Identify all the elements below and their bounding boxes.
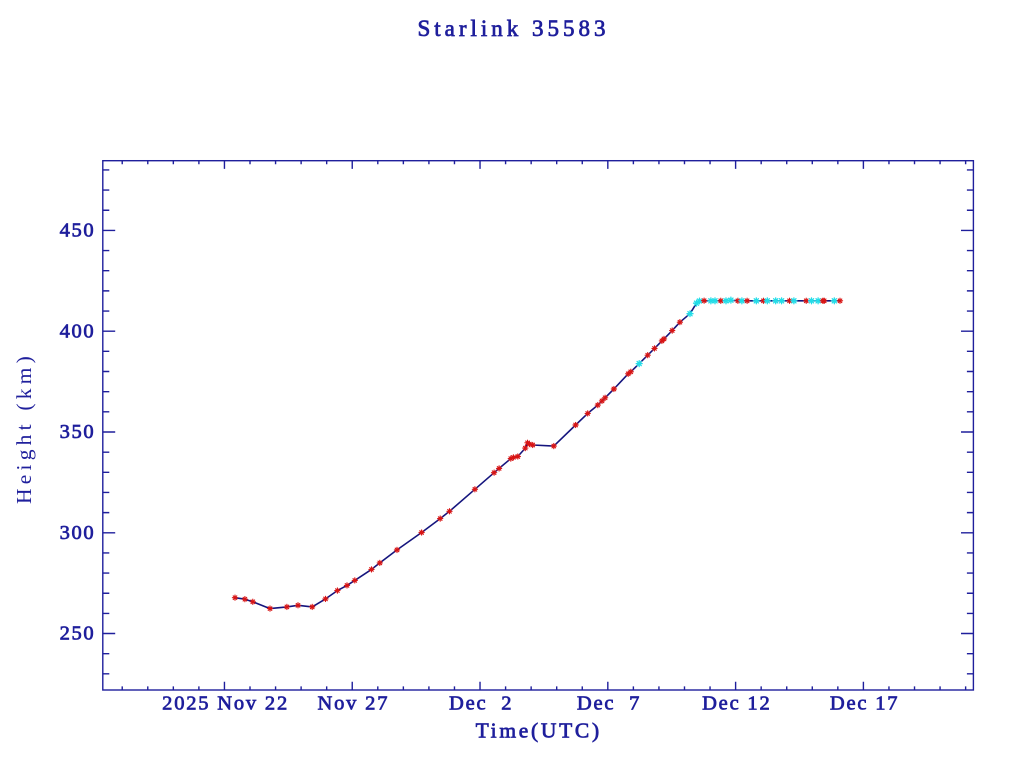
svg-text:250: 250	[60, 623, 96, 645]
svg-text:400: 400	[60, 320, 96, 342]
svg-text:Dec 17: Dec 17	[830, 693, 899, 715]
svg-text:Height (km): Height (km)	[12, 352, 36, 504]
svg-text:Dec 12: Dec 12	[702, 693, 771, 715]
svg-text:Dec 2: Dec 2	[449, 693, 513, 715]
svg-text:300: 300	[60, 522, 96, 544]
svg-text:Time(UTC): Time(UTC)	[476, 719, 602, 743]
svg-text:Starlink 35583: Starlink 35583	[417, 16, 609, 41]
svg-text:Nov 27: Nov 27	[318, 693, 390, 715]
svg-text:Dec 7: Dec 7	[577, 693, 641, 715]
svg-text:350: 350	[60, 421, 96, 443]
svg-text:450: 450	[60, 220, 96, 242]
svg-text:2025 Nov 22: 2025 Nov 22	[162, 693, 289, 715]
